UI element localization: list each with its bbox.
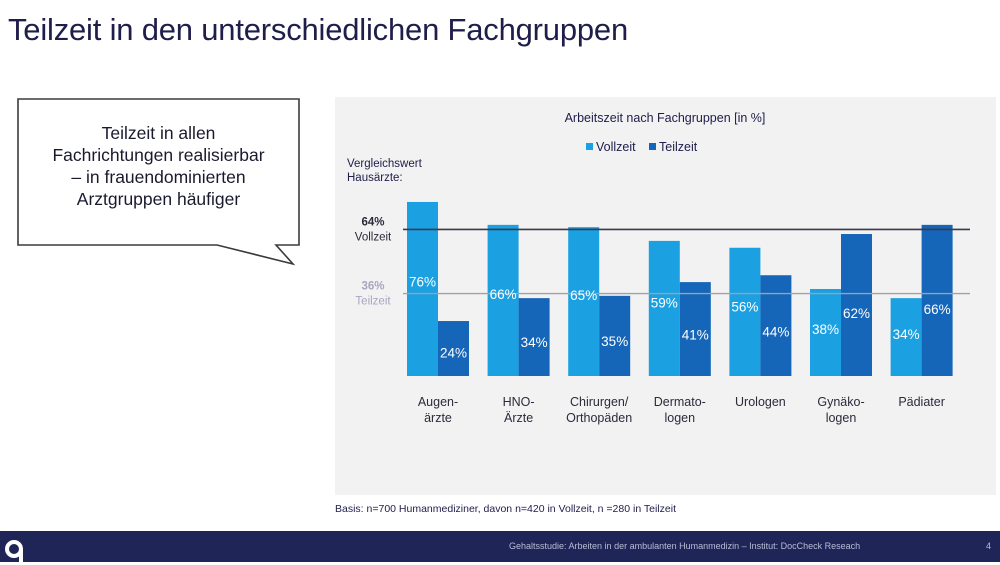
bar-vollzeit — [810, 288, 841, 376]
callout-line: Teilzeit in allen — [101, 123, 216, 143]
footer-bar: Gehaltsstudie: Arbeiten in der ambulante… — [0, 531, 1000, 563]
bar-vollzeit — [648, 240, 680, 376]
callout-box: Teilzeit in allen Fachrichtungen realisi… — [17, 98, 300, 266]
brand-logo-icon — [5, 540, 23, 563]
slide-title: Teilzeit in den unterschiedlichen Fachgr… — [8, 12, 629, 47]
category-label: Orthopäden — [566, 411, 632, 425]
reference-labels: Vergleichswert Hausärzte: 64% Vollzeit 36% Te… — [347, 158, 423, 308]
legend-label-teilzeit: Teilzeit — [659, 140, 698, 154]
category-label: Ärzte — [504, 411, 533, 425]
category-label: Urologen — [735, 395, 786, 409]
chart-panel: Arbeitszeit nach Fachgruppen [in %] Voll… — [335, 97, 996, 495]
bar-teilzeit — [679, 282, 711, 376]
callout-line: Arztgruppen häufiger — [76, 189, 241, 209]
data-label: 41% — [682, 328, 709, 343]
legend-label-vollzeit: Vollzeit — [596, 140, 636, 154]
callout-line: – in frauendominierten — [71, 167, 246, 187]
bars-group — [407, 201, 953, 376]
bar-teilzeit — [518, 298, 550, 376]
data-label: 59% — [651, 296, 678, 311]
bar-vollzeit — [568, 227, 600, 376]
bar-teilzeit — [760, 275, 792, 376]
bar-vollzeit — [890, 298, 922, 376]
callout-line: Fachrichtungen realisierbar — [52, 145, 265, 165]
category-label: Pädiater — [898, 395, 945, 409]
callout-text: Teilzeit in allen Fachrichtungen realisi… — [17, 122, 300, 210]
bar-vollzeit — [407, 201, 438, 376]
data-label: 65% — [570, 288, 597, 303]
legend-swatch-vollzeit — [586, 143, 593, 150]
bar-vollzeit — [729, 247, 761, 376]
data-label: 76% — [409, 274, 436, 289]
data-label: 35% — [601, 334, 628, 349]
legend-swatch-teilzeit — [649, 143, 656, 150]
data-label: 44% — [762, 325, 789, 340]
reference-label-teilzeit: 36% — [361, 281, 384, 293]
data-label: 62% — [843, 306, 870, 321]
bar-teilzeit — [841, 234, 872, 376]
category-label: Chirurgen/ — [570, 395, 629, 409]
page-number: 4 — [986, 541, 992, 551]
bar-teilzeit — [599, 295, 631, 376]
reference-label-vollzeit: 64% — [361, 216, 384, 228]
data-label: 34% — [521, 335, 548, 350]
data-label: 24% — [440, 345, 467, 360]
footer-source-text: Gehaltsstudie: Arbeiten in der ambulante… — [509, 541, 861, 551]
category-label: Augen- — [418, 395, 458, 409]
data-label: 66% — [490, 287, 517, 302]
category-label: Gynäko- — [817, 395, 864, 409]
category-label: logen — [665, 411, 696, 425]
data-label: 56% — [731, 299, 758, 314]
speech-bubble-shape — [17, 98, 300, 266]
chart-legend: Vollzeit Teilzeit — [586, 140, 698, 154]
reference-label-teilzeit: Teilzeit — [355, 296, 391, 308]
bar-chart: Arbeitszeit nach Fachgruppen [in %] Voll… — [347, 111, 970, 425]
bar-teilzeit — [438, 321, 469, 376]
bar-teilzeit — [921, 224, 953, 376]
value-labels: 76% 24% 66% 34% 65% 35% 59% 41% 56% 44% 38% 62% 34% 6… — [409, 274, 951, 360]
reference-heading: Vergleichswert — [347, 158, 423, 170]
data-label: 38% — [812, 322, 839, 337]
category-label: Dermato- — [654, 395, 706, 409]
category-label: HNO- — [503, 395, 535, 409]
category-labels: Augen-ärzte HNO- Ärzte Chirurgen/Orthopäden… — [418, 395, 945, 425]
reference-heading: Hausärzte: — [347, 172, 403, 184]
reference-label-vollzeit: Vollzeit — [355, 231, 392, 243]
category-label: logen — [826, 411, 857, 425]
bar-vollzeit — [487, 224, 519, 376]
data-label: 66% — [924, 302, 951, 317]
chart-title: Arbeitszeit nach Fachgruppen [in %] — [565, 111, 766, 125]
data-label: 34% — [893, 327, 920, 342]
category-label: ärzte — [424, 411, 452, 425]
basis-note: Basis: n=700 Humanmediziner, davon n=420… — [335, 503, 676, 515]
reference-lines — [403, 228, 970, 295]
